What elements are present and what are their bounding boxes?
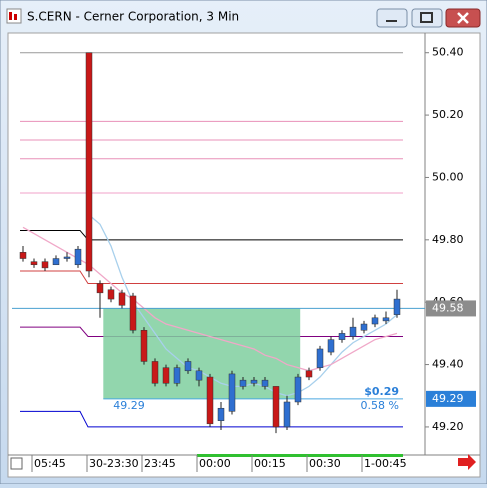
candle-body	[162, 367, 170, 384]
candle-body	[118, 292, 126, 306]
candle-body	[239, 379, 247, 387]
y-tick-label: 49.20	[432, 420, 464, 433]
x-tick-label: 00:00	[199, 457, 231, 470]
candle-body	[316, 348, 324, 368]
candle-body	[30, 261, 38, 266]
range-change: $0.29	[364, 385, 399, 398]
candle-body	[206, 376, 214, 425]
y-tick-label: 50.00	[432, 170, 464, 183]
candle-body	[184, 361, 192, 372]
candle-body	[327, 339, 335, 353]
candle-body	[349, 326, 357, 337]
candle-body	[63, 256, 71, 259]
candle-body	[338, 333, 346, 340]
candle-body	[228, 373, 236, 412]
candle-body	[382, 317, 390, 322]
candle-body	[140, 330, 148, 362]
x-tick-label: 00:30	[309, 457, 341, 470]
candle-body	[96, 283, 104, 294]
candle-body	[360, 323, 368, 331]
close-icon	[457, 12, 469, 24]
candle-body	[305, 370, 313, 378]
price-marker-label: 49.58	[432, 301, 464, 314]
y-tick-label: 49.40	[432, 358, 464, 371]
scroll-arrow[interactable]	[458, 454, 476, 470]
candle-body	[74, 248, 82, 266]
x-tick-label: 1-00:45	[364, 457, 407, 470]
price-marker-label: 49.29	[432, 392, 464, 405]
range-change-pct: 0.58 %	[361, 399, 399, 412]
candle-body	[19, 252, 27, 259]
y-tick-label: 50.20	[432, 108, 464, 121]
candle-body	[217, 407, 225, 421]
checkbox[interactable]	[10, 457, 23, 470]
moving-average	[22, 226, 398, 372]
level-line	[20, 410, 403, 428]
minimize-icon	[386, 20, 397, 22]
icon-bar	[9, 12, 12, 20]
x-tick-label: 30-23:30	[89, 457, 139, 470]
x-tick-label: 23:45	[144, 457, 176, 470]
candle-body	[107, 289, 115, 300]
candle-body	[41, 261, 49, 269]
candle-body	[151, 361, 159, 384]
candle-body	[261, 379, 269, 387]
level-line	[20, 229, 403, 241]
candle-body	[85, 52, 93, 272]
maximize-icon	[420, 12, 433, 23]
candle-body	[283, 401, 291, 428]
minimize-button[interactable]	[376, 8, 408, 28]
candle-body	[393, 298, 401, 315]
candle-body	[173, 367, 181, 384]
session-bar	[197, 454, 403, 457]
level-line	[20, 270, 403, 284]
y-tick-label: 50.40	[432, 46, 464, 59]
window-title: S.CERN - Cerner Corporation, 3 Min	[27, 10, 239, 24]
candle-body	[52, 258, 60, 266]
price-marker	[426, 390, 476, 407]
icon-bar	[14, 14, 17, 20]
price-marker	[426, 300, 476, 317]
x-tick-label: 00:15	[254, 457, 286, 470]
candle-body	[272, 386, 280, 428]
maximize-button[interactable]	[411, 8, 443, 28]
x-tick-label: 05:45	[34, 457, 66, 470]
candle-body	[250, 379, 258, 384]
range-low-label: 49.29	[113, 399, 145, 412]
candle-body	[294, 376, 302, 403]
candle-body	[129, 295, 137, 331]
candle-body	[371, 317, 379, 325]
candle-body	[195, 370, 203, 381]
y-tick-label: 49.80	[432, 233, 464, 246]
